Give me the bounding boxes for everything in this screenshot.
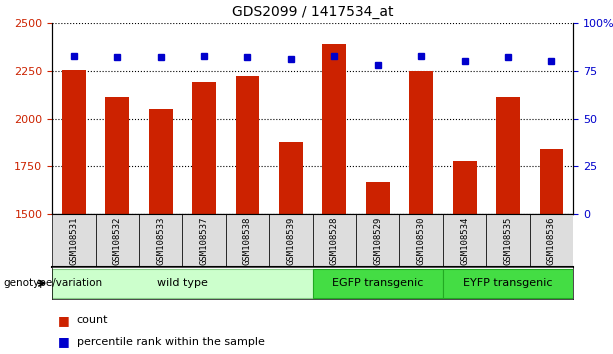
Bar xyxy=(52,269,313,297)
Bar xyxy=(183,214,226,267)
Text: count: count xyxy=(77,315,108,325)
Text: percentile rank within the sample: percentile rank within the sample xyxy=(77,337,264,347)
Text: GSM108536: GSM108536 xyxy=(547,217,556,265)
Text: GSM108528: GSM108528 xyxy=(330,217,339,265)
Bar xyxy=(539,149,563,214)
Bar xyxy=(366,182,390,214)
Text: ■: ■ xyxy=(58,335,70,348)
Bar xyxy=(279,142,303,214)
Text: GSM108533: GSM108533 xyxy=(156,217,165,265)
Bar xyxy=(149,109,173,214)
Bar xyxy=(62,70,86,214)
Text: GSM108535: GSM108535 xyxy=(503,217,512,265)
Bar xyxy=(226,214,269,267)
Text: GSM108532: GSM108532 xyxy=(113,217,122,265)
Text: genotype/variation: genotype/variation xyxy=(3,278,102,288)
Text: ■: ■ xyxy=(58,314,70,327)
Text: GSM108538: GSM108538 xyxy=(243,217,252,265)
Bar xyxy=(322,44,346,214)
Text: GSM108539: GSM108539 xyxy=(286,217,295,265)
Text: EYFP transgenic: EYFP transgenic xyxy=(463,278,553,288)
Bar xyxy=(496,97,520,214)
Text: GSM108531: GSM108531 xyxy=(69,217,78,265)
Bar xyxy=(443,214,486,267)
Bar xyxy=(96,214,139,267)
Text: GSM108529: GSM108529 xyxy=(373,217,383,265)
Bar xyxy=(443,269,573,297)
Bar xyxy=(313,214,356,267)
Bar xyxy=(139,214,183,267)
Bar xyxy=(530,214,573,267)
Bar xyxy=(313,269,443,297)
Text: GSM108537: GSM108537 xyxy=(200,217,208,265)
Text: GSM108530: GSM108530 xyxy=(417,217,425,265)
Text: GSM108534: GSM108534 xyxy=(460,217,469,265)
Bar xyxy=(192,82,216,214)
Bar xyxy=(452,161,476,214)
Bar xyxy=(356,214,400,267)
Title: GDS2099 / 1417534_at: GDS2099 / 1417534_at xyxy=(232,5,394,19)
Text: wild type: wild type xyxy=(157,278,208,288)
Bar xyxy=(409,71,433,214)
Bar xyxy=(235,75,259,214)
Bar xyxy=(269,214,313,267)
Bar xyxy=(52,214,96,267)
Text: EGFP transgenic: EGFP transgenic xyxy=(332,278,424,288)
Bar xyxy=(486,214,530,267)
Bar xyxy=(105,97,129,214)
Bar xyxy=(400,214,443,267)
